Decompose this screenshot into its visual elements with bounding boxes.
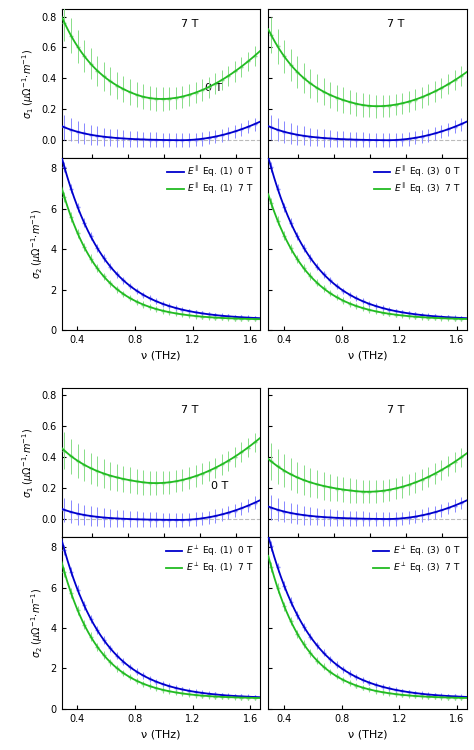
Text: 7 T: 7 T bbox=[181, 405, 198, 416]
Y-axis label: $\sigma_1\ (\mu\Omega^{-1}{\cdot}m^{-1})$: $\sigma_1\ (\mu\Omega^{-1}{\cdot}m^{-1})… bbox=[20, 49, 36, 118]
Text: 7 T: 7 T bbox=[387, 405, 405, 416]
X-axis label: ν (THz): ν (THz) bbox=[141, 350, 181, 361]
Y-axis label: $\sigma_2\ (\mu\Omega^{-1}{\cdot}m^{-1})$: $\sigma_2\ (\mu\Omega^{-1}{\cdot}m^{-1})… bbox=[29, 209, 45, 279]
Text: 0 T: 0 T bbox=[210, 482, 228, 491]
Text: 0 T: 0 T bbox=[205, 83, 222, 93]
X-axis label: ν (THz): ν (THz) bbox=[348, 350, 387, 361]
Text: 7 T: 7 T bbox=[181, 19, 198, 29]
X-axis label: ν (THz): ν (THz) bbox=[348, 729, 387, 740]
X-axis label: ν (THz): ν (THz) bbox=[141, 729, 181, 740]
Legend: $E^\perp$ Eq. (3)  0 T, $E^\perp$ Eq. (3)  7 T: $E^\perp$ Eq. (3) 0 T, $E^\perp$ Eq. (3)… bbox=[371, 542, 462, 577]
Legend: $E^\parallel$ Eq. (1)  0 T, $E^\parallel$ Eq. (1)  7 T: $E^\parallel$ Eq. (1) 0 T, $E^\parallel$… bbox=[165, 163, 256, 198]
Y-axis label: $\sigma_1\ (\mu\Omega^{-1}{\cdot}m^{-1})$: $\sigma_1\ (\mu\Omega^{-1}{\cdot}m^{-1})… bbox=[20, 427, 36, 497]
Legend: $E^\parallel$ Eq. (3)  0 T, $E^\parallel$ Eq. (3)  7 T: $E^\parallel$ Eq. (3) 0 T, $E^\parallel$… bbox=[372, 163, 462, 198]
Text: 7 T: 7 T bbox=[387, 19, 405, 29]
Legend: $E^\perp$ Eq. (1)  0 T, $E^\perp$ Eq. (1)  7 T: $E^\perp$ Eq. (1) 0 T, $E^\perp$ Eq. (1)… bbox=[164, 542, 256, 577]
Y-axis label: $\sigma_2\ (\mu\Omega^{-1}{\cdot}m^{-1})$: $\sigma_2\ (\mu\Omega^{-1}{\cdot}m^{-1})… bbox=[29, 588, 45, 658]
